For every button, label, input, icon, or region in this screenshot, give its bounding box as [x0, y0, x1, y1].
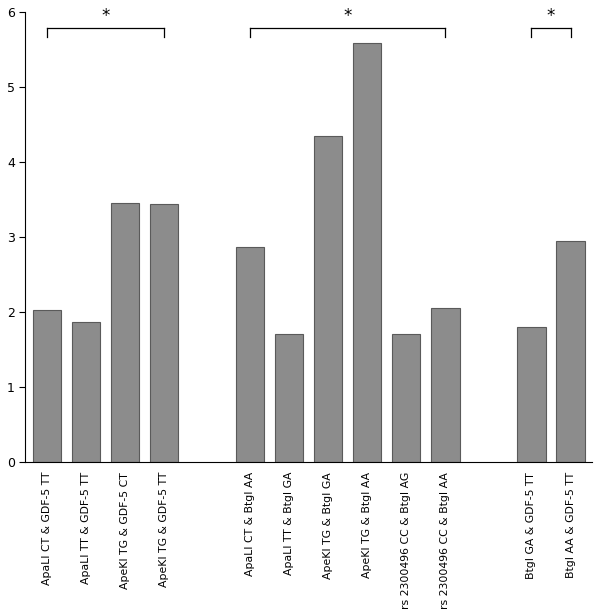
Bar: [275, 334, 303, 462]
Text: *: *: [344, 7, 352, 25]
Text: *: *: [547, 7, 555, 25]
Bar: [314, 137, 342, 462]
Bar: [150, 204, 178, 462]
Bar: [236, 247, 264, 462]
Bar: [518, 327, 546, 462]
Bar: [431, 307, 459, 462]
Bar: [33, 310, 61, 462]
Bar: [556, 241, 585, 462]
Bar: [111, 203, 139, 462]
Bar: [72, 322, 100, 462]
Text: *: *: [101, 7, 110, 25]
Bar: [392, 334, 420, 462]
Bar: [353, 44, 382, 462]
